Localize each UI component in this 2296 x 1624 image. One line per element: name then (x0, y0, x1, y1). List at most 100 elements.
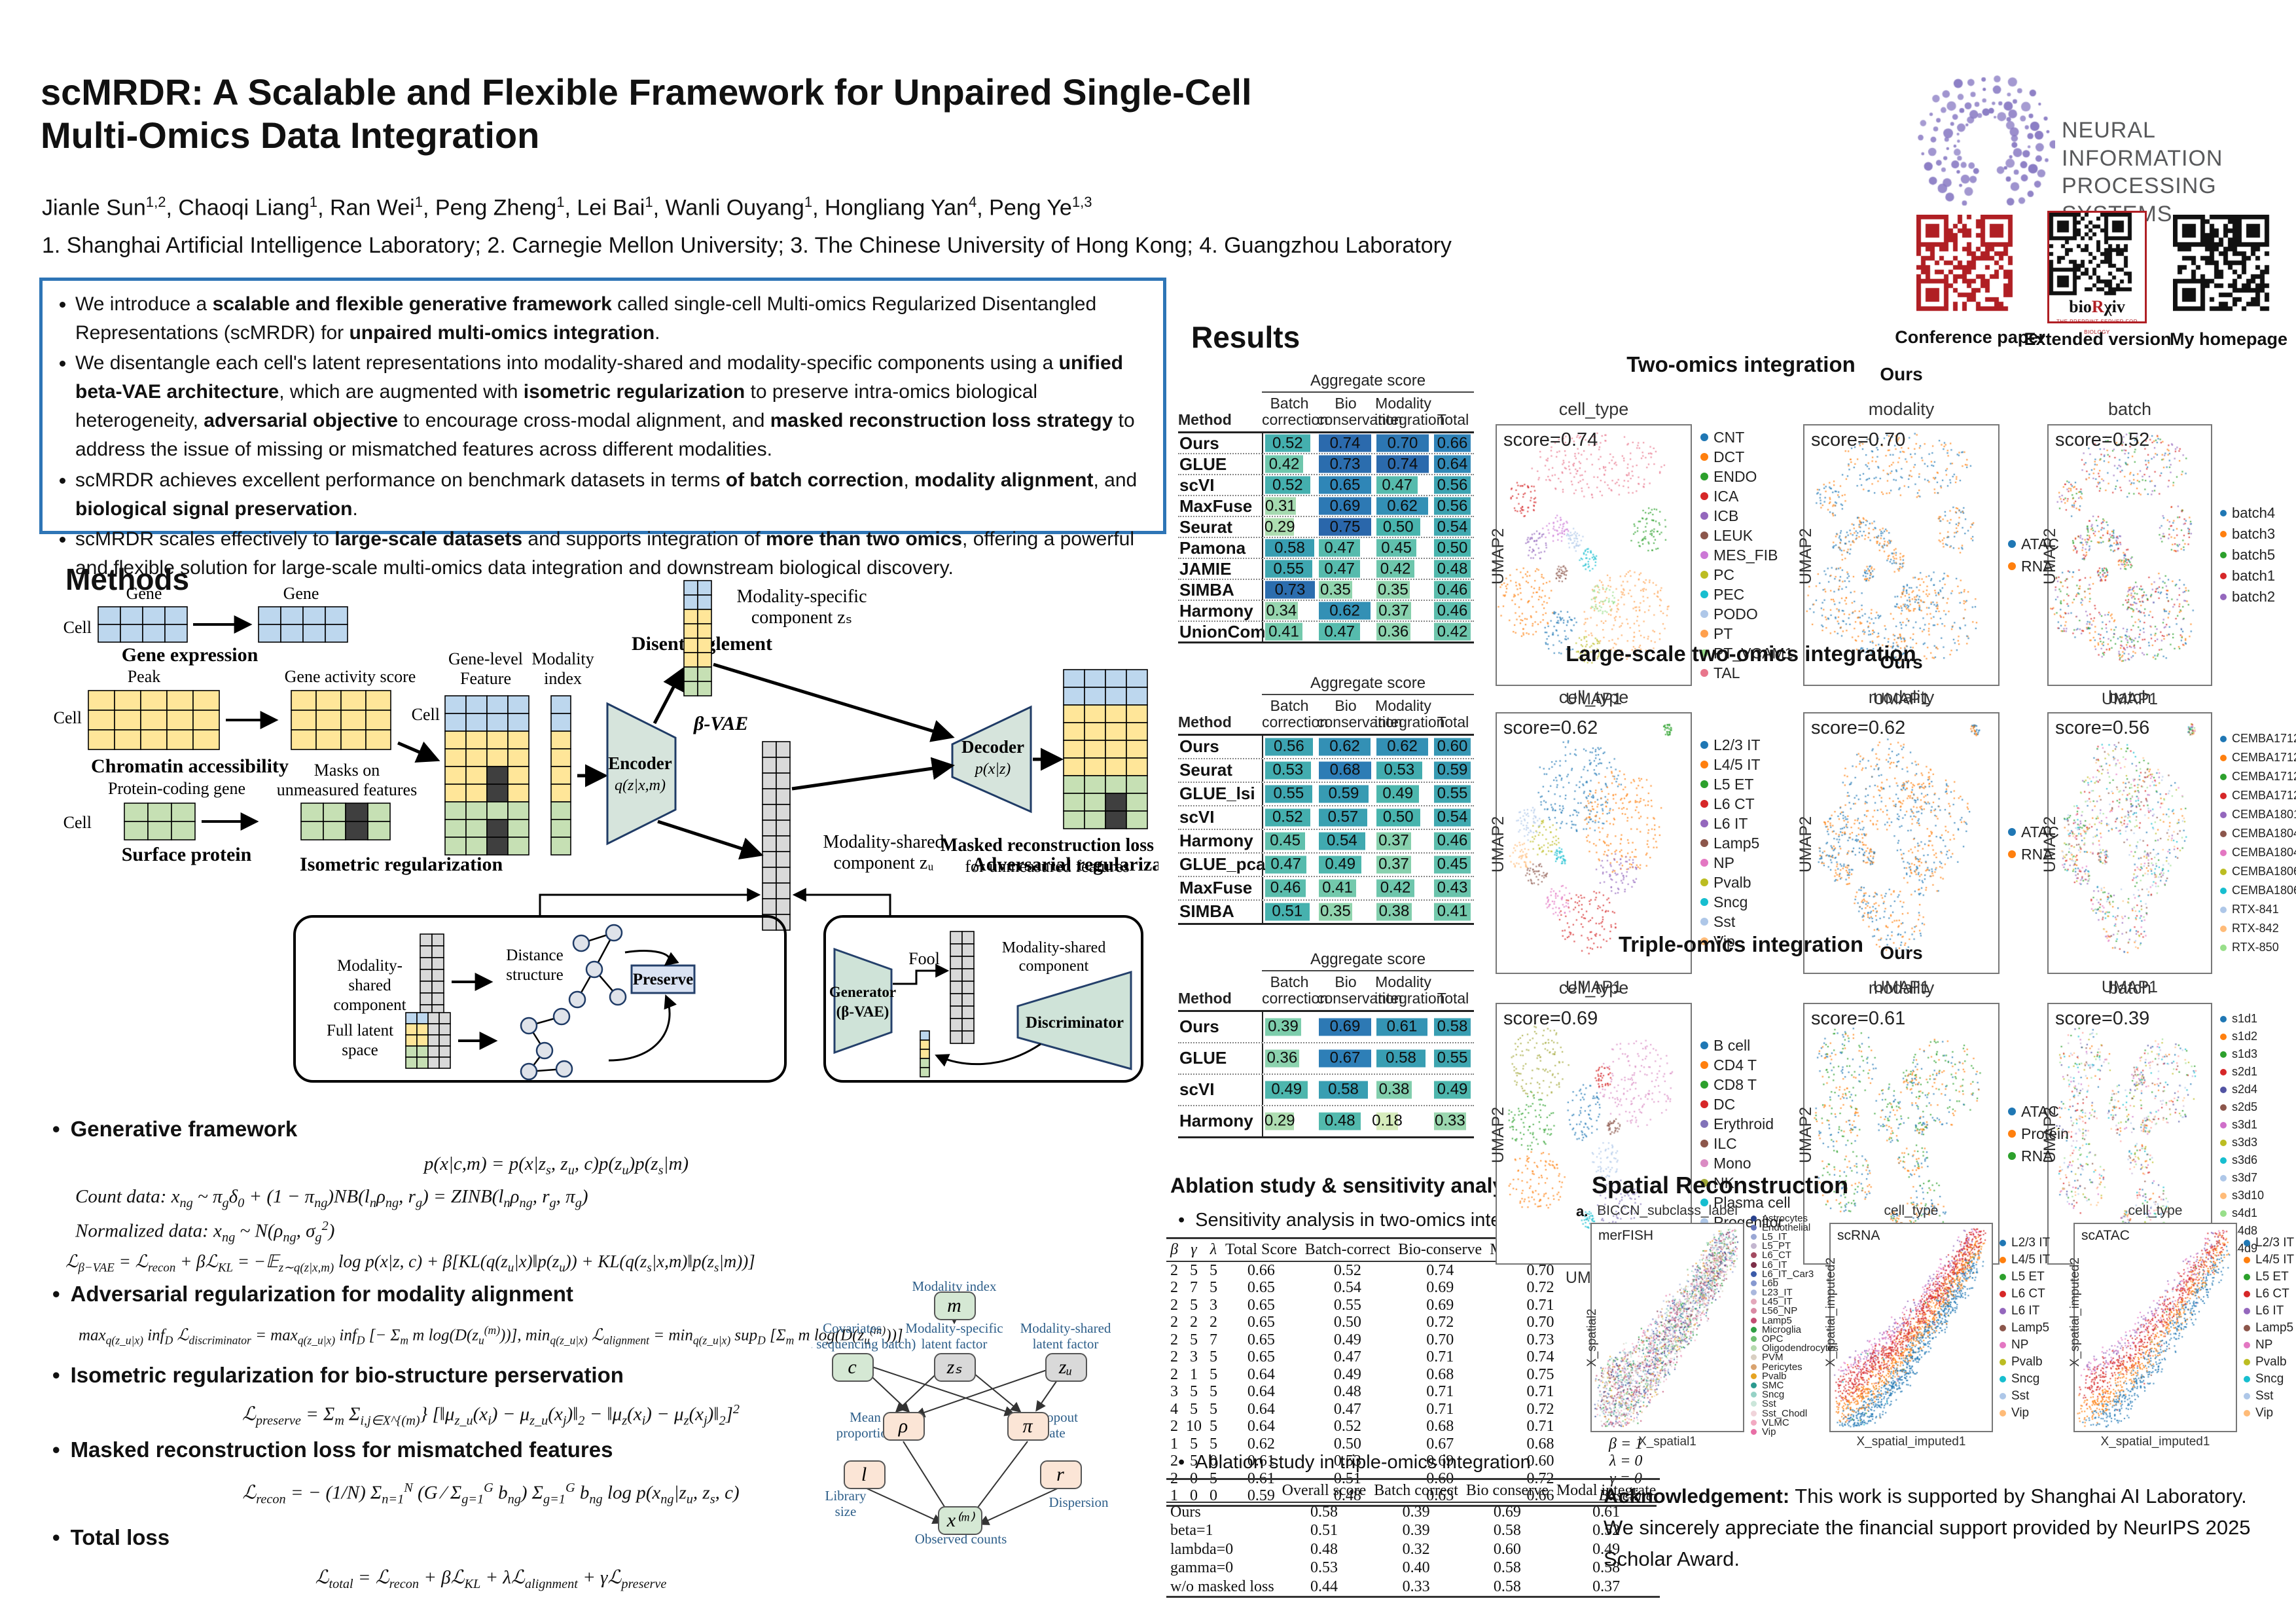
legend-dot-icon (1751, 1401, 1757, 1407)
legend-dot-icon (1700, 1061, 1708, 1069)
legend-dot-icon (1751, 1290, 1757, 1296)
svg-text:Library: Library (825, 1488, 867, 1504)
legend-item: CD4 T (1700, 1055, 1791, 1075)
legend-label: s1d3 (2232, 1047, 2258, 1060)
legend-dot-icon (2244, 1410, 2250, 1416)
legend: batch4 batch3 batch5 batch1 batch2 (2220, 503, 2275, 607)
legend-label: ATAC (2021, 823, 2059, 840)
svg-text:Masked reconstruction loss: Masked reconstruction loss (941, 835, 1154, 856)
table-cell: 0.47 (1333, 1400, 1361, 1418)
table-cell: 5 (1210, 1365, 1217, 1383)
legend-label: L4/5 IT (2255, 1253, 2295, 1267)
column-header: γ (1182, 1237, 1206, 1262)
table-cell: 0.58 (1462, 1577, 1552, 1598)
table-cell: β = 1 (1609, 1435, 1643, 1453)
legend-dot-icon (1700, 571, 1708, 579)
table-cell: 3 (1170, 1383, 1178, 1401)
score-value: 0.47 (1324, 623, 1355, 641)
legend-label: L4/5 IT (1713, 755, 1761, 773)
method-name: Ours (1179, 736, 1219, 757)
legend-label: L2/3 IT (2255, 1236, 2295, 1250)
score-value: 0.65 (1329, 476, 1361, 494)
table-cell: lambda=0 (1170, 1540, 1234, 1558)
score-value: 0.54 (1437, 808, 1468, 826)
svg-text:r: r (1056, 1464, 1064, 1485)
umap-panel: score=0.69 (1496, 1003, 1692, 1265)
svg-text:Modality-: Modality- (337, 957, 403, 975)
table-row: GLUE_pca 0.47 0.49 0.37 0.45 (1178, 853, 1474, 877)
table-cell: 5 (1210, 1348, 1217, 1366)
table-cell: 0.74 (1526, 1348, 1554, 1366)
table-row: GLUE 0.42 0.73 0.74 0.64 (1178, 454, 1474, 475)
score-value: 0.35 (1320, 581, 1351, 599)
legend-label: Microglia (1762, 1324, 1802, 1335)
table-row: scVI 0.52 0.57 0.50 0.54 (1178, 806, 1474, 830)
table-cell: 0.49 (1592, 1540, 1621, 1558)
legend: L2/3 IT L4/5 IT L5 ET L6 CT L6 IT Lamp5 NP Pval… (2244, 1235, 2294, 1422)
score-value: 0.41 (1322, 878, 1353, 897)
legend-dot-icon (2220, 552, 2227, 558)
score-value: 0.53 (1272, 761, 1304, 779)
method-name: JAMIE (1179, 558, 1232, 579)
column-header: Bio-conserve (1394, 1237, 1486, 1262)
svg-text:for unmeasured features: for unmeasured features (965, 857, 1129, 876)
legend-label: Pvalb (2011, 1355, 2043, 1369)
legend-item: CEMBA180104_4B (2220, 805, 2296, 824)
svg-text:shared: shared (348, 977, 391, 994)
legend-item: L6_IT (1751, 1259, 1839, 1271)
qr-biorxiv-pattern (2049, 213, 2145, 297)
legend-item: PEC (1700, 585, 1793, 604)
legend-dot-icon (2220, 1068, 2227, 1075)
method-name: Pamona (1179, 537, 1246, 558)
column-header: Bio conservation (1317, 697, 1403, 731)
legend-label: TAL (1713, 664, 1740, 681)
legend-item: s2d4 (2220, 1081, 2264, 1098)
legend-dot-icon (2220, 594, 2227, 600)
legend-label: RTX-841 (2232, 903, 2279, 916)
legend-dot-icon (2000, 1291, 2006, 1297)
legend-dot-icon (2220, 1210, 2227, 1217)
table-cell: 2 (1170, 1418, 1178, 1435)
spatial-panel-title: cell_type (2128, 1203, 2183, 1218)
table-row: gamma=0 0.53 0.40 0.58 0.58 (1166, 1559, 1660, 1577)
score-table-two-omics: Aggregate score Method Batch correction Bio… (1178, 372, 1474, 643)
spatial-dataset-label: merFISH (1598, 1228, 1653, 1243)
legend-dot-icon (1700, 741, 1708, 749)
column-header: Total (1437, 410, 1469, 428)
svg-text:size: size (835, 1504, 857, 1519)
legend-dot-icon (2008, 1108, 2016, 1115)
legend-dot-icon (2220, 1033, 2227, 1040)
table-row: GLUE_lsi 0.55 0.59 0.49 0.55 (1178, 782, 1474, 806)
panel-title: modality (1868, 399, 1935, 419)
score-value: 0.59 (1437, 761, 1468, 779)
svg-text:Gene activity score: Gene activity score (285, 667, 416, 686)
legend-item: RTX-841 (2220, 900, 2296, 919)
legend-item: Lamp5 (2000, 1320, 2050, 1337)
table-cell: 0.71 (1426, 1383, 1454, 1401)
panel-title: batch (2108, 978, 2152, 998)
score-value: 0.62 (1387, 497, 1418, 515)
score-value: 0.36 (1378, 623, 1409, 641)
method-name: Ours (1179, 433, 1219, 453)
column-header: Total Score (1221, 1237, 1301, 1262)
table-row: Seurat 0.53 0.68 0.53 0.59 (1178, 759, 1474, 783)
svg-text:Modality: Modality (531, 649, 594, 668)
neurips-logo-icon (1918, 58, 2055, 228)
legend-label: L6 IT (2011, 1304, 2040, 1318)
triple-ablation-table: Overall score Batch correct Bio conserve Mo… (1166, 1478, 1660, 1598)
method-name: Harmony (1179, 600, 1253, 621)
legend-label: batch1 (2232, 568, 2276, 584)
legend-item: NP (1700, 853, 1761, 873)
score-value: 0.54 (1437, 518, 1468, 536)
table-cell: 0.50 (1333, 1314, 1361, 1331)
legend-item: MES_FIB (1700, 545, 1793, 565)
formula-model: p(x|c,m) = p(x|zs, zu, c)p(zu)p(zs|m) (423, 1153, 689, 1178)
column-header: Total (1437, 989, 1469, 1007)
method-name: MaxFuse (1179, 496, 1253, 516)
table-cell: 0.65 (1247, 1296, 1275, 1314)
table-cell: 0.69 (1426, 1279, 1454, 1297)
table-cell: Ours (1170, 1504, 1201, 1521)
score-value: 0.57 (1327, 808, 1359, 826)
legend-label: DC (1713, 1095, 1736, 1113)
title-line1: scMRDR: A Scalable and Flexible Framewor… (41, 71, 1252, 113)
